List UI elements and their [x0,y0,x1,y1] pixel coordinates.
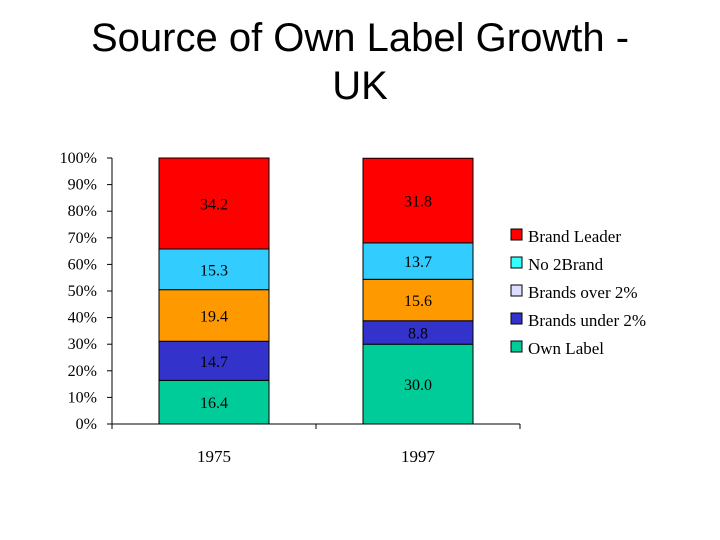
bar-segment [362,157,474,244]
data-label: 19.4 [200,308,228,325]
chart-axes: 0% 10% 20% 30% 40% 50% 60% 70% 80% 90% 100% [60,150,521,433]
bar-segment [158,340,270,381]
chart-title: Source of Own Label Growth - UK [40,14,680,110]
data-label: 16.4 [200,395,228,412]
legend-label: No 2Brand [528,255,604,274]
legend-label: Own Label [528,339,604,358]
y-tick-label: 40% [68,310,97,327]
legend-swatch [510,340,523,353]
data-label: 34.2 [200,196,228,213]
data-label: 15.6 [404,293,432,310]
chart-legend: Brand Leader No 2Brand Brands over 2% Brand… [510,227,646,358]
chart-bars: 16.4 14.7 19.4 15.3 34.2 1975 30.0 8.8 15.6 13.7 3… [158,157,474,466]
y-tick-label: 100% [60,150,97,167]
x-category-label: 1975 [197,447,231,466]
data-label: 31.8 [404,194,432,211]
bar-segment [158,157,270,250]
legend-swatch [510,312,523,325]
legend-label: Brand Leader [528,227,621,246]
data-label: 13.7 [404,254,432,271]
data-label: 8.8 [408,325,428,342]
legend-swatch [510,228,523,241]
y-tick-label: 30% [68,336,97,353]
y-tick-label: 90% [68,177,97,194]
y-tick-label: 60% [68,256,97,273]
y-tick-label: 50% [68,283,97,300]
legend-swatch [510,256,523,269]
y-tick-label: 0% [76,416,97,433]
legend-label: Brands over 2% [528,283,638,302]
bar-segment [158,379,270,425]
y-tick-label: 80% [68,203,97,220]
chart-title-line-1: Source of Own Label Growth - [90,16,630,60]
x-category-label: 1997 [401,447,436,466]
legend-label: Brands under 2% [528,311,646,330]
data-label: 15.3 [200,262,228,279]
data-label: 30.0 [404,377,432,394]
chart-title-line-2: UK [332,64,388,108]
legend-swatch [510,284,523,297]
data-label: 14.7 [200,354,228,371]
bar-segment [362,343,474,425]
bar-segment [158,289,270,342]
y-tick-label: 10% [68,389,97,406]
bar-segment [158,248,270,291]
bar-segment [362,278,474,322]
bar-segment [362,242,474,280]
y-tick-label: 70% [68,230,97,247]
y-tick-label: 20% [68,363,97,380]
